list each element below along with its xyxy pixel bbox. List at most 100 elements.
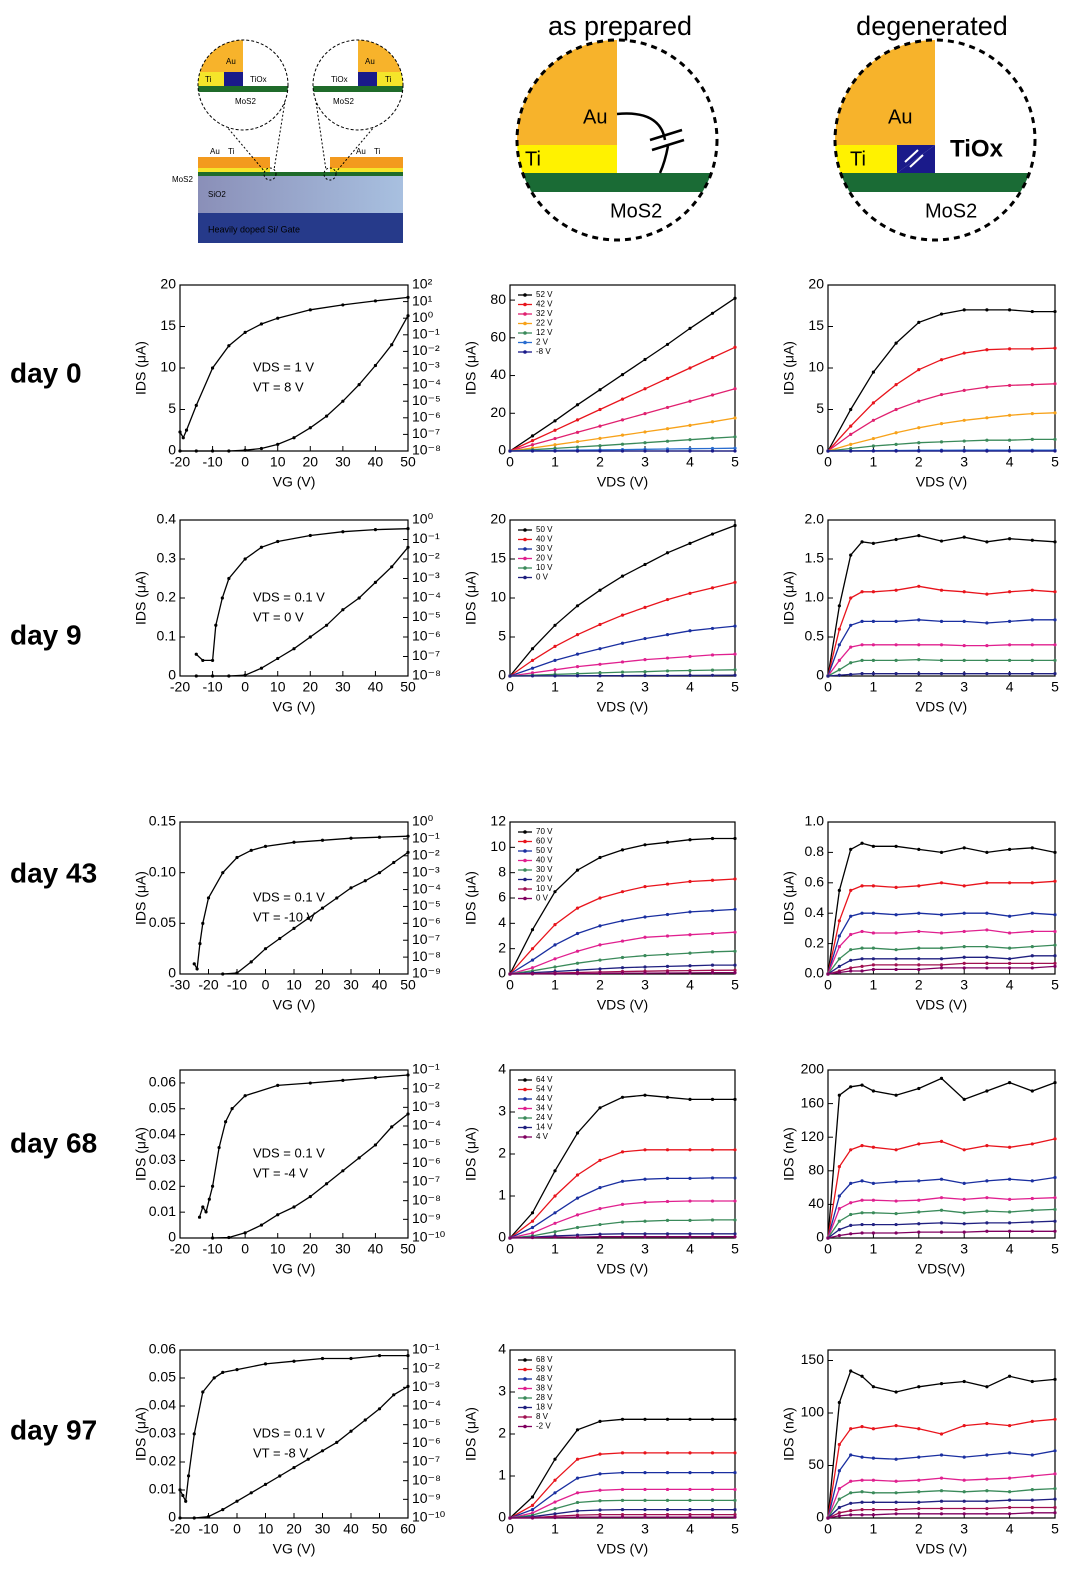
data-point	[939, 1432, 944, 1436]
data-point	[1053, 437, 1057, 441]
data-point	[1053, 929, 1057, 934]
data-point	[962, 535, 966, 539]
y-tick-label: 0.01	[149, 1203, 176, 1219]
data-point	[826, 674, 830, 678]
data-point	[1008, 1424, 1012, 1428]
data-point	[939, 658, 944, 663]
data-point	[1008, 931, 1012, 935]
data-point	[939, 1177, 944, 1181]
data-point	[917, 1142, 921, 1146]
y-tick-label: 2.0	[805, 511, 825, 527]
annotation: VDS = 0.1 V	[253, 1145, 325, 1160]
data-point	[363, 879, 367, 883]
data-point	[1030, 309, 1034, 314]
data-point	[917, 584, 921, 588]
x-tick-label: 20	[315, 977, 331, 993]
label: Au	[888, 106, 912, 128]
data-point	[985, 540, 989, 544]
label: Au	[583, 106, 607, 128]
data-point	[198, 942, 202, 946]
data-point	[1053, 1511, 1057, 1515]
data-point	[849, 446, 853, 451]
x-axis-label: VDS (V)	[597, 474, 648, 490]
data-point	[620, 660, 625, 664]
data-point	[849, 1501, 853, 1505]
data-point	[1030, 881, 1034, 885]
data-point	[349, 886, 353, 890]
y-tick-label: 0.4	[805, 904, 825, 920]
data-point	[620, 641, 625, 645]
data-point	[917, 1427, 921, 1431]
data-point	[826, 1236, 830, 1240]
data-point	[849, 1223, 853, 1227]
data-point	[985, 308, 989, 312]
data-point	[962, 388, 966, 393]
data-point	[620, 1202, 625, 1206]
annotation: VT = -10 V	[253, 909, 316, 924]
data-point	[849, 1181, 853, 1185]
data-point	[620, 1498, 625, 1502]
data-point	[553, 419, 557, 423]
data-point	[837, 970, 841, 975]
data-point	[508, 449, 512, 453]
data-point	[665, 934, 670, 938]
x-tick-label: 2	[915, 454, 923, 470]
data-point	[665, 840, 670, 844]
data-point	[620, 966, 625, 970]
data-point	[575, 430, 580, 434]
y-axis-label: IDS (μA)	[463, 1127, 479, 1181]
legend-label: 28 V	[536, 1393, 553, 1402]
data-point	[939, 1453, 944, 1457]
data-point	[192, 1432, 196, 1436]
legend-label: -2 V	[536, 1422, 551, 1431]
data-point	[665, 669, 670, 673]
y-tick-label: 0	[816, 442, 824, 458]
y-tick-label: 0	[498, 1509, 506, 1525]
legend-label: 42 V	[536, 300, 553, 309]
data-point	[985, 1089, 989, 1093]
legend-marker	[523, 1116, 527, 1120]
data-point	[598, 1186, 602, 1190]
data-point	[962, 955, 966, 959]
data-point	[1008, 1177, 1012, 1181]
data-point	[1030, 1379, 1034, 1384]
label: Ti	[385, 75, 392, 84]
data-point	[710, 1199, 715, 1203]
data-point	[665, 1515, 670, 1519]
data-point	[962, 1181, 966, 1185]
data-point	[1008, 438, 1012, 442]
data-point	[710, 968, 715, 972]
data-point	[860, 1490, 864, 1494]
y-tick-label: 20	[808, 276, 824, 292]
data-point	[620, 1179, 625, 1183]
data-point	[871, 541, 876, 546]
data-point	[939, 957, 944, 961]
data-point	[917, 368, 921, 372]
data-point	[1053, 590, 1057, 594]
data-point	[860, 619, 864, 624]
data-point	[985, 1477, 989, 1481]
y2-tick-label: 10⁻¹	[412, 1341, 440, 1357]
annotation: VDS = 1 V	[253, 359, 314, 374]
data-point	[1053, 1449, 1057, 1453]
data-point	[860, 1425, 864, 1429]
legend-label: 58 V	[536, 1365, 553, 1374]
data-point	[917, 946, 921, 950]
data-point	[575, 906, 580, 910]
legend-marker	[523, 1377, 527, 1381]
data-point	[1053, 961, 1057, 965]
data-point	[871, 401, 876, 405]
y-axis-label: IDS (μA)	[781, 571, 797, 625]
data-point	[871, 911, 876, 915]
y-axis-label: IDS (μA)	[133, 1407, 149, 1461]
data-point	[894, 844, 898, 848]
legend-label: 48 V	[536, 1374, 553, 1383]
data-point	[837, 643, 841, 647]
data-point	[710, 1218, 715, 1222]
data-point	[1008, 643, 1012, 647]
y-tick-label: 15	[490, 550, 506, 566]
data-point	[849, 1232, 853, 1236]
row-label: day 0	[10, 357, 82, 388]
data-point	[194, 403, 198, 407]
data-point	[406, 1073, 410, 1077]
